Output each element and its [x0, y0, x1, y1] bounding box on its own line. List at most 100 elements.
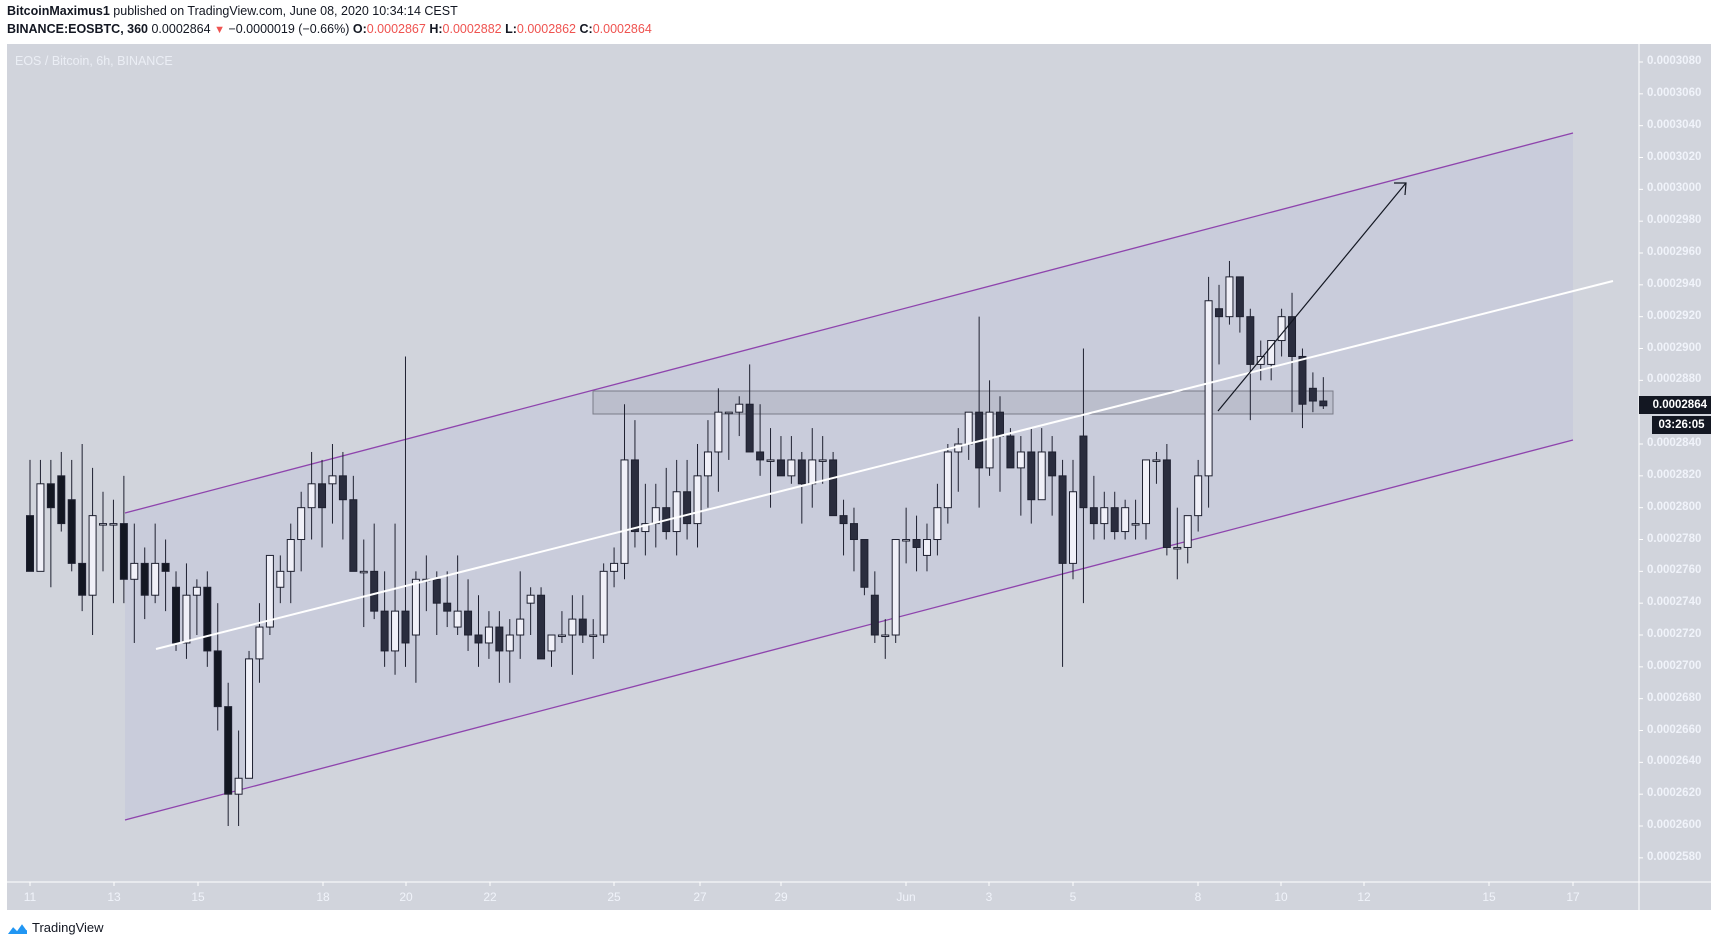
- candle: [36, 459, 45, 572]
- candle-body-up: [265, 554, 274, 628]
- published-text: published on TradingView.com, June 08, 2…: [113, 4, 458, 18]
- candle-body-up: [557, 634, 566, 638]
- candle: [526, 587, 535, 636]
- candle: [1152, 451, 1161, 484]
- candle-body-down: [995, 411, 1004, 437]
- candle: [1298, 348, 1307, 429]
- candle-body-up: [245, 658, 254, 779]
- candle: [276, 555, 285, 604]
- candle-body-up: [672, 491, 681, 533]
- candle-body-down: [140, 562, 149, 596]
- time-tick-label: 18: [316, 890, 330, 904]
- projection-arrow[interactable]: [1217, 182, 1407, 412]
- author-name[interactable]: BitcoinMaximus1: [7, 4, 110, 18]
- candle-body-down: [849, 523, 858, 541]
- candle: [370, 523, 379, 620]
- candle-body-up: [359, 570, 368, 574]
- candle-body-up: [881, 634, 890, 638]
- candle-body-down: [870, 594, 879, 636]
- candle-body-up: [724, 411, 733, 415]
- candle-body-down: [57, 475, 66, 525]
- candle-body-up: [1016, 451, 1025, 469]
- time-tick-label: 15: [191, 890, 205, 904]
- candle: [589, 619, 598, 659]
- price-tick-label: 0.0003000: [1647, 182, 1702, 195]
- open-value: 0.0002867: [366, 22, 426, 36]
- candle: [484, 611, 493, 659]
- candle-body-up: [568, 618, 577, 636]
- candle: [203, 571, 212, 667]
- candle: [349, 475, 358, 572]
- tradingview-branding[interactable]: TradingView: [6, 920, 104, 935]
- candle-body-down: [224, 706, 233, 795]
- candle: [99, 491, 108, 572]
- candle-body-down: [67, 499, 76, 564]
- low-value: 0.0002862: [516, 22, 577, 36]
- candle: [245, 650, 254, 779]
- candle: [1235, 276, 1244, 333]
- channel-upper-line[interactable]: [124, 132, 1574, 514]
- candle-body-down: [1162, 459, 1171, 548]
- candle-body-down: [1089, 507, 1098, 525]
- candle: [297, 491, 306, 572]
- candle-body-up: [1152, 459, 1161, 462]
- arrow-shaft[interactable]: [1217, 182, 1407, 412]
- price-tick-label: 0.0002580: [1647, 850, 1702, 863]
- time-tick-label: 15: [1482, 890, 1496, 904]
- candle-body-down: [1298, 355, 1307, 405]
- candle-body-up: [1100, 507, 1109, 525]
- close-label: C:: [579, 22, 593, 36]
- time-tick-label: 12: [1357, 890, 1371, 904]
- candle-body-down: [46, 483, 55, 509]
- channel-median-line[interactable]: [155, 280, 1614, 650]
- candle: [1058, 459, 1067, 667]
- time-tick-label: 29: [774, 890, 788, 904]
- candle-body-up: [610, 562, 619, 572]
- symbol-legend: BINANCE:EOSBTC, 360 0.0002864 ▼ −0.00000…: [7, 22, 652, 36]
- time-tick-label: 8: [1194, 890, 1202, 904]
- tradingview-logo-icon: [6, 921, 28, 934]
- candle-body-up: [516, 618, 525, 636]
- candle: [505, 619, 514, 683]
- candle: [338, 451, 347, 540]
- candle: [380, 571, 389, 667]
- candle-body-down: [537, 594, 546, 660]
- candle: [578, 595, 587, 643]
- candle: [922, 523, 931, 572]
- candle: [1204, 276, 1213, 508]
- candle: [255, 603, 264, 683]
- candle-body-down: [756, 451, 765, 461]
- candle: [881, 619, 890, 659]
- candle: [1027, 428, 1036, 524]
- candle: [933, 483, 942, 556]
- candle-body-up: [1194, 475, 1203, 517]
- channel-lower-line[interactable]: [124, 439, 1574, 821]
- support-zone-rectangle[interactable]: [592, 390, 1334, 415]
- candle-body-up: [1225, 276, 1234, 318]
- candle: [182, 563, 191, 659]
- candle-body-down: [432, 578, 441, 604]
- candle-body-up: [411, 578, 420, 636]
- candle: [307, 451, 316, 540]
- support-zone[interactable]: [592, 390, 1334, 415]
- price-tick-label: 0.0002760: [1647, 564, 1702, 577]
- candle: [683, 459, 692, 540]
- median-line[interactable]: [155, 280, 1614, 650]
- candle-body-up: [902, 539, 911, 542]
- candle-body-up: [714, 411, 723, 453]
- candle-body-up: [391, 610, 400, 652]
- candle-body-down: [495, 626, 504, 652]
- candle: [1288, 292, 1297, 413]
- candle: [88, 467, 97, 636]
- price-tick-label: 0.0002840: [1647, 437, 1702, 449]
- candle-body-up: [703, 451, 712, 477]
- candle: [912, 515, 921, 572]
- last-price-tag: 0.0002864: [1639, 396, 1711, 414]
- candle: [213, 603, 222, 731]
- candle-body-down: [860, 539, 869, 588]
- candle-body-down: [1308, 387, 1317, 402]
- candle-body-up: [547, 634, 556, 652]
- price-tick-label: 0.0002800: [1647, 500, 1702, 513]
- candle-body-down: [172, 586, 181, 644]
